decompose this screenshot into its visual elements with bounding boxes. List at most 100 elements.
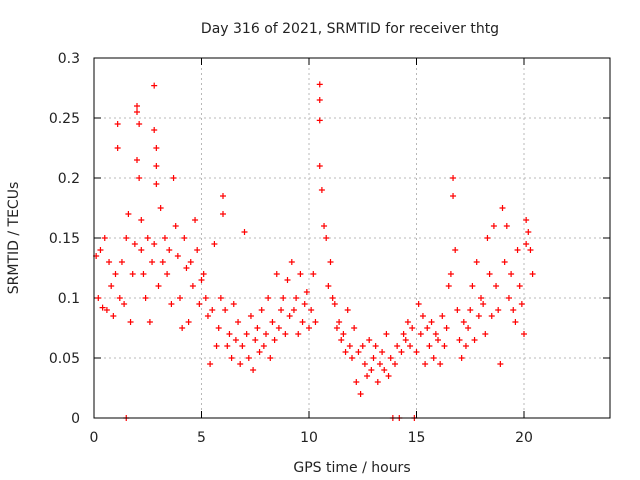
data-point (118, 259, 125, 265)
data-point (473, 259, 480, 265)
data-point (110, 313, 117, 319)
data-point (258, 307, 265, 313)
data-point (250, 367, 257, 373)
data-point (254, 325, 261, 331)
data-point (286, 313, 293, 319)
data-point (131, 241, 138, 247)
data-point (467, 307, 474, 313)
y-tick-label: 0.05 (49, 351, 80, 367)
data-point (228, 355, 235, 361)
data-point (312, 319, 319, 325)
data-point (321, 223, 328, 229)
data-point (293, 295, 300, 301)
data-point (282, 331, 289, 337)
data-point (529, 271, 536, 277)
data-point (308, 307, 315, 313)
data-point (518, 301, 525, 307)
data-point (168, 301, 175, 307)
data-point (484, 235, 491, 241)
data-point (151, 82, 158, 89)
data-point (329, 295, 336, 301)
data-point (437, 361, 444, 367)
data-point (239, 343, 246, 349)
y-tick-label: 0.15 (49, 231, 80, 247)
data-point (514, 247, 521, 253)
data-point (278, 307, 285, 313)
data-point (260, 343, 267, 349)
data-point (447, 271, 454, 277)
data-point (125, 211, 132, 217)
data-point (153, 163, 160, 169)
data-point (340, 331, 347, 337)
data-point (374, 379, 381, 385)
chart-title: Day 316 of 2021, SRMTID for receiver tht… (201, 21, 499, 37)
data-point (512, 319, 519, 325)
data-point (151, 241, 158, 247)
data-point (516, 283, 523, 289)
data-point (499, 205, 506, 211)
data-point (134, 109, 140, 115)
data-point (503, 223, 510, 229)
data-point (508, 271, 515, 277)
x-tick-label: 15 (408, 430, 426, 446)
data-point (230, 301, 237, 307)
data-point (155, 283, 162, 289)
data-point (136, 175, 143, 181)
data-point (331, 301, 338, 307)
data-point (454, 307, 461, 313)
data-point (368, 367, 375, 373)
data-point (159, 259, 166, 265)
data-point (323, 235, 330, 241)
y-tick-label: 0 (71, 411, 80, 427)
data-point (306, 325, 312, 331)
data-point (480, 301, 487, 307)
data-point (127, 319, 134, 325)
data-point (265, 295, 272, 301)
data-point (220, 193, 226, 199)
data-point (138, 247, 145, 253)
data-point (325, 283, 332, 289)
data-point (398, 349, 405, 355)
data-point (426, 343, 433, 349)
data-point (263, 331, 269, 337)
data-point (181, 235, 188, 241)
data-point (112, 271, 119, 277)
data-point (235, 319, 242, 325)
data-point (211, 241, 218, 247)
data-point (185, 319, 192, 325)
data-point (409, 325, 416, 331)
data-point (495, 307, 502, 313)
data-point (385, 373, 392, 379)
data-point (179, 325, 186, 331)
data-point (424, 325, 431, 331)
data-point (364, 373, 371, 379)
data-point (527, 247, 534, 253)
data-point (170, 175, 177, 181)
data-point (310, 271, 317, 277)
x-tick-label: 10 (300, 430, 318, 446)
data-point (523, 217, 530, 223)
data-point (316, 97, 323, 103)
data-point (400, 331, 407, 337)
data-point (153, 145, 160, 151)
data-point (346, 343, 353, 349)
data-point (404, 319, 411, 325)
data-point (482, 331, 489, 337)
data-point (445, 283, 452, 289)
data-point (114, 121, 121, 127)
data-point (419, 313, 426, 319)
x-tick-label: 20 (515, 430, 533, 446)
data-point (413, 349, 420, 355)
data-point (153, 181, 160, 187)
data-point (318, 187, 325, 193)
data-point (204, 313, 211, 319)
data-point (430, 355, 437, 361)
data-point (525, 229, 532, 235)
grid (94, 58, 610, 418)
data-point (357, 391, 364, 397)
data-point (183, 265, 190, 271)
data-point (198, 277, 205, 283)
data-point (187, 259, 194, 265)
data-point (432, 331, 439, 337)
data-point (443, 325, 450, 331)
